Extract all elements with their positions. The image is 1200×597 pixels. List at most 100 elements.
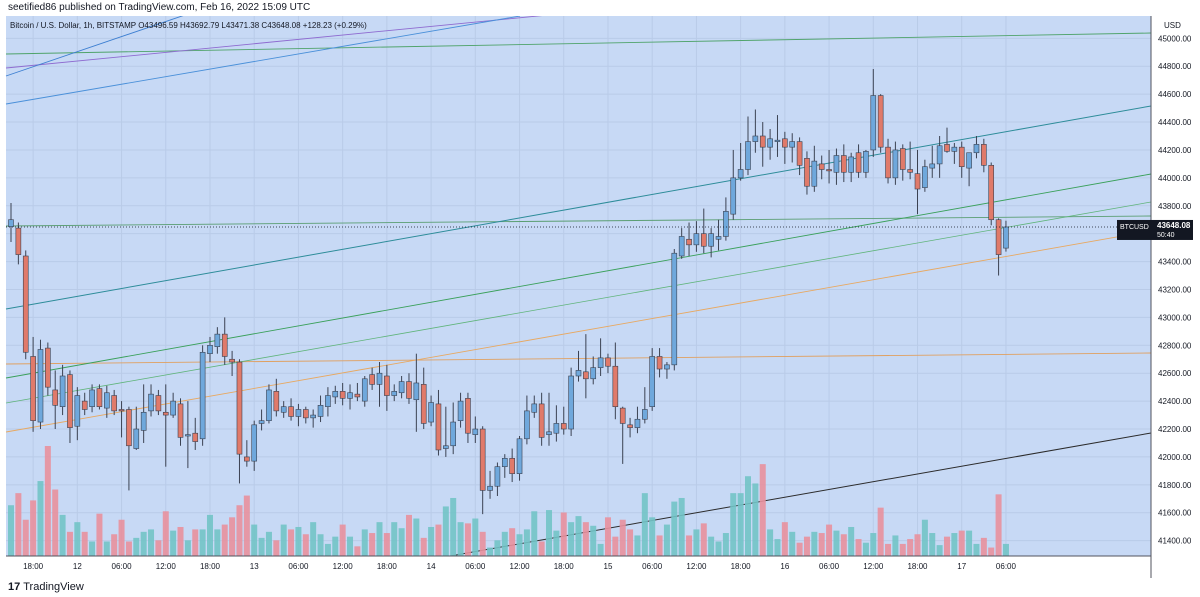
candle-body bbox=[841, 155, 847, 173]
volume-bar bbox=[774, 539, 781, 556]
candle-body bbox=[988, 165, 995, 221]
volume-bar bbox=[973, 543, 980, 556]
candle-body bbox=[907, 169, 913, 173]
candle bbox=[133, 406, 140, 450]
candle-body bbox=[302, 409, 309, 419]
volume-bar bbox=[509, 528, 516, 556]
volume-bar bbox=[833, 530, 840, 556]
candle bbox=[74, 387, 81, 441]
candle-body bbox=[855, 152, 862, 173]
candle bbox=[612, 342, 619, 420]
time-axis[interactable] bbox=[6, 556, 1151, 578]
candle bbox=[391, 384, 398, 402]
volume-bar bbox=[435, 524, 442, 556]
volume-bar bbox=[649, 517, 656, 556]
candle-body bbox=[546, 431, 552, 435]
candle bbox=[67, 370, 73, 443]
candle-body bbox=[214, 333, 221, 347]
plot-area[interactable] bbox=[6, 16, 1151, 556]
candle bbox=[384, 364, 390, 411]
volume-bar bbox=[546, 510, 553, 556]
volume-bar bbox=[376, 522, 383, 556]
volume-bar bbox=[89, 541, 96, 556]
candle bbox=[376, 362, 383, 407]
volume-bar bbox=[966, 530, 973, 556]
time-tick-label: 18:00 bbox=[200, 562, 221, 571]
volume-bar bbox=[111, 534, 118, 556]
candle bbox=[15, 222, 22, 265]
volume-bar bbox=[479, 531, 486, 556]
volume-bar bbox=[767, 529, 774, 556]
volume-bar bbox=[487, 547, 494, 556]
time-tick-label: 13 bbox=[250, 562, 259, 571]
volume-bar bbox=[103, 541, 110, 556]
volume-bar bbox=[907, 539, 914, 556]
volume-bar bbox=[730, 493, 737, 556]
volume-bar bbox=[818, 533, 825, 556]
candle-body bbox=[199, 351, 206, 440]
candle bbox=[22, 250, 29, 360]
candle bbox=[693, 221, 700, 252]
volume-bar bbox=[745, 476, 751, 556]
time-tick-label: 12:00 bbox=[156, 562, 177, 571]
volume-bar bbox=[951, 533, 958, 556]
candle bbox=[170, 392, 176, 418]
volume-bar bbox=[347, 536, 354, 556]
candle-body bbox=[148, 393, 154, 412]
candle-body bbox=[774, 139, 781, 142]
volume-bar bbox=[317, 534, 324, 556]
candle-body bbox=[310, 414, 316, 419]
candle bbox=[811, 145, 818, 192]
candle-body bbox=[369, 374, 375, 385]
volume-bar bbox=[96, 513, 103, 556]
candle-body bbox=[693, 233, 700, 246]
trend-line bbox=[5, 201, 1152, 404]
candle-body bbox=[140, 411, 147, 431]
candle bbox=[929, 145, 936, 178]
volume-bar bbox=[324, 543, 331, 556]
price-axis[interactable] bbox=[1151, 16, 1200, 578]
volume-bar bbox=[273, 540, 280, 556]
candle bbox=[354, 382, 361, 402]
volume-bar bbox=[398, 528, 405, 556]
candle-body bbox=[811, 160, 818, 187]
volume-bar bbox=[37, 481, 44, 556]
candle-body bbox=[339, 391, 346, 399]
candle bbox=[841, 144, 847, 183]
candle bbox=[37, 339, 44, 430]
time-tick-label: 18:00 bbox=[554, 562, 575, 571]
volume-bar bbox=[52, 489, 59, 556]
candle-body bbox=[612, 365, 619, 407]
candle-body bbox=[796, 141, 803, 166]
volume-bar bbox=[30, 500, 37, 556]
price-tick-label: 44400.00 bbox=[1158, 118, 1192, 127]
volume-bar bbox=[531, 511, 538, 556]
volume-bar bbox=[236, 505, 243, 556]
volume-bar bbox=[81, 531, 88, 556]
volume-bar bbox=[936, 545, 943, 556]
price-axis-unit: USD bbox=[1164, 21, 1181, 30]
candle bbox=[627, 417, 633, 438]
volume-bar bbox=[634, 535, 641, 556]
volume-bar bbox=[582, 522, 589, 556]
candle bbox=[118, 401, 125, 438]
candle bbox=[59, 364, 66, 416]
candle bbox=[885, 138, 891, 184]
trend-line bbox=[5, 32, 1152, 55]
volume-bar bbox=[722, 533, 729, 556]
candle bbox=[457, 392, 464, 428]
volume-bar bbox=[450, 497, 457, 556]
volume-bar bbox=[656, 535, 663, 556]
tradingview-logo[interactable]: 17 TradingView bbox=[8, 581, 84, 593]
candle-body bbox=[170, 400, 176, 416]
candle-body bbox=[420, 384, 427, 424]
candle-body bbox=[15, 227, 22, 255]
candle bbox=[922, 159, 928, 192]
candle-body bbox=[185, 434, 191, 437]
candle-body bbox=[597, 357, 604, 368]
price-tick-label: 42200.00 bbox=[1158, 425, 1192, 434]
candle bbox=[560, 406, 567, 435]
volume-bar bbox=[243, 495, 250, 556]
time-tick-label: 06:00 bbox=[112, 562, 133, 571]
candle bbox=[870, 69, 877, 157]
